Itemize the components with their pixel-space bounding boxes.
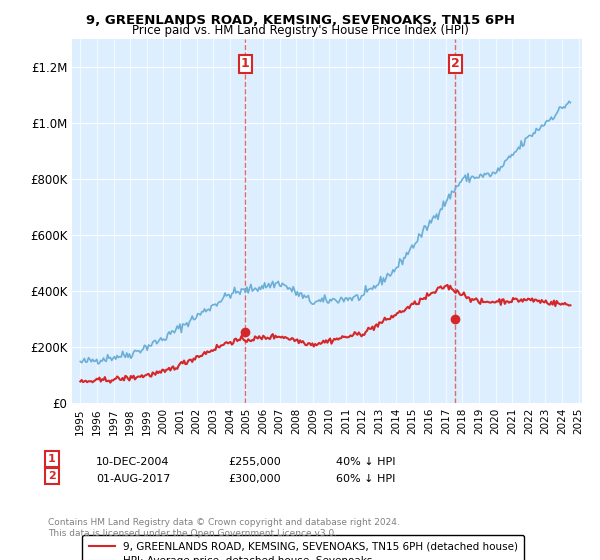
Text: 10-DEC-2004: 10-DEC-2004 bbox=[96, 457, 170, 467]
Text: 2: 2 bbox=[48, 471, 56, 481]
Legend: 9, GREENLANDS ROAD, KEMSING, SEVENOAKS, TN15 6PH (detached house), HPI: Average : 9, GREENLANDS ROAD, KEMSING, SEVENOAKS, … bbox=[82, 535, 524, 560]
Text: 01-AUG-2017: 01-AUG-2017 bbox=[96, 474, 170, 484]
Text: 40% ↓ HPI: 40% ↓ HPI bbox=[336, 457, 395, 467]
Text: £255,000: £255,000 bbox=[228, 457, 281, 467]
Text: 1: 1 bbox=[48, 454, 56, 464]
Text: 9, GREENLANDS ROAD, KEMSING, SEVENOAKS, TN15 6PH: 9, GREENLANDS ROAD, KEMSING, SEVENOAKS, … bbox=[86, 14, 515, 27]
Text: 1: 1 bbox=[241, 58, 250, 71]
Text: Price paid vs. HM Land Registry's House Price Index (HPI): Price paid vs. HM Land Registry's House … bbox=[131, 24, 469, 36]
Text: Contains HM Land Registry data © Crown copyright and database right 2024.
This d: Contains HM Land Registry data © Crown c… bbox=[48, 518, 400, 538]
Text: 60% ↓ HPI: 60% ↓ HPI bbox=[336, 474, 395, 484]
Text: 2: 2 bbox=[451, 58, 460, 71]
Text: £300,000: £300,000 bbox=[228, 474, 281, 484]
